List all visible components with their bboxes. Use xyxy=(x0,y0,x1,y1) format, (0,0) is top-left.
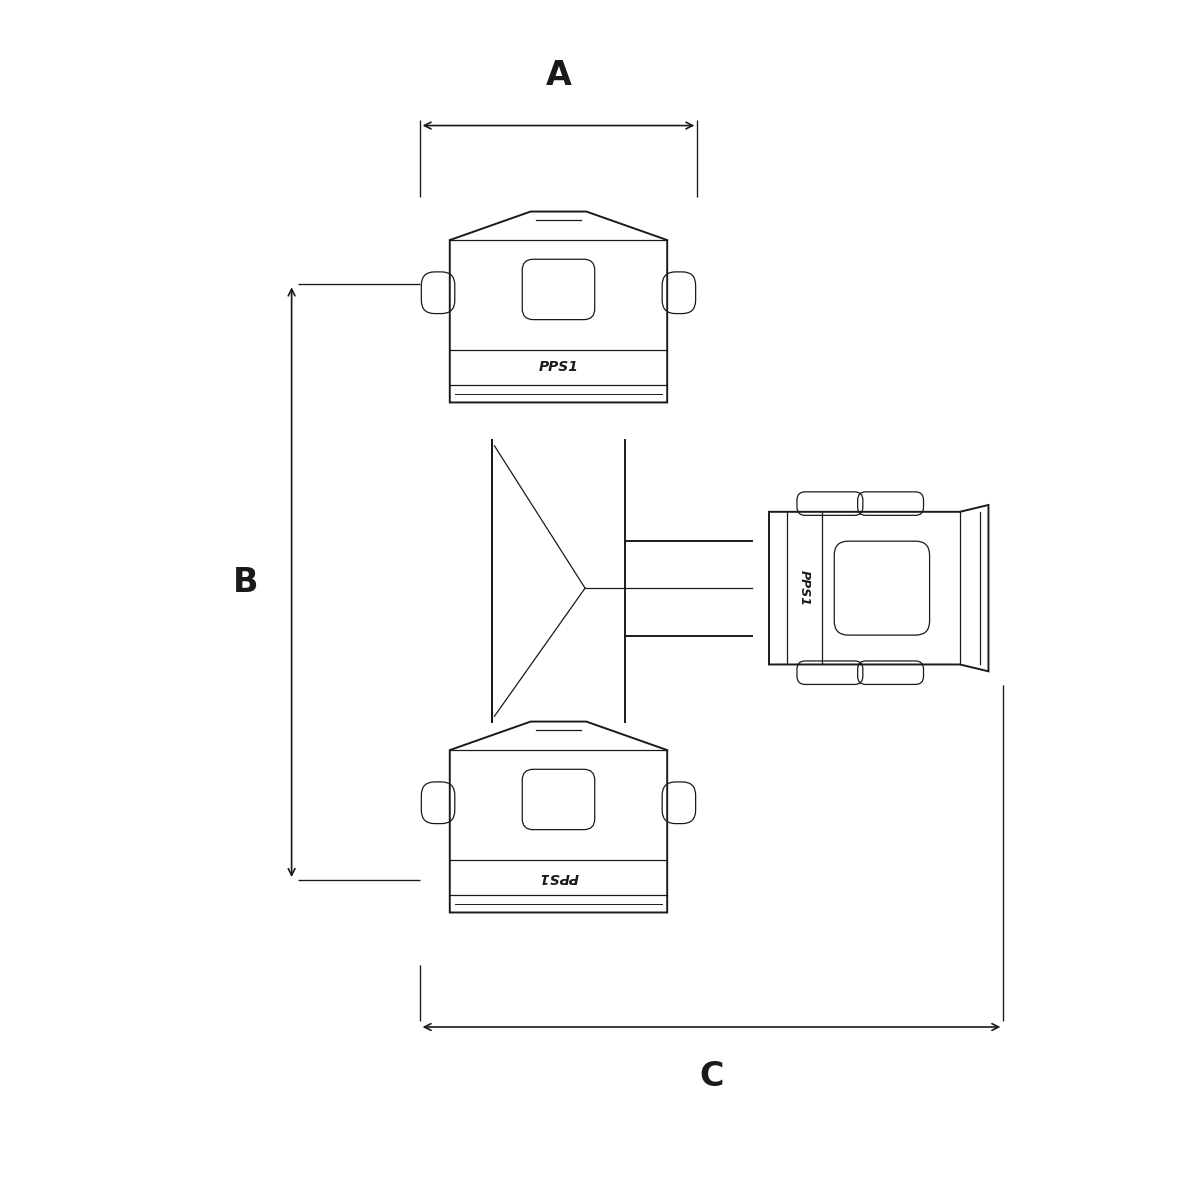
Text: A: A xyxy=(546,59,571,92)
Text: C: C xyxy=(700,1061,724,1093)
Text: PPS1: PPS1 xyxy=(798,570,811,606)
Text: B: B xyxy=(233,565,258,599)
Text: PPS1: PPS1 xyxy=(539,360,578,374)
Text: PPS1: PPS1 xyxy=(539,870,578,884)
